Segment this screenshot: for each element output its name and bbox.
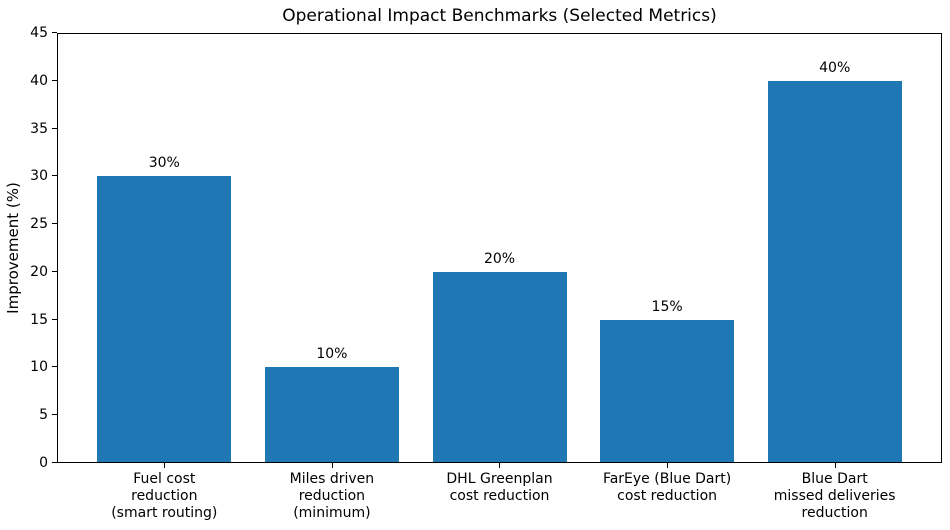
y-tick-mark: [52, 271, 57, 272]
y-tick-mark: [52, 414, 57, 415]
bar-0: [97, 176, 232, 463]
y-tick-label: 15: [30, 312, 48, 328]
y-tick-mark: [52, 462, 57, 463]
y-tick-label: 5: [39, 407, 48, 423]
x-category-label: FarEye (Blue Dart) cost reduction: [602, 471, 732, 504]
y-tick-label: 30: [30, 168, 48, 184]
x-tick-mark: [835, 463, 836, 468]
bar-4: [767, 80, 902, 463]
chart-title: Operational Impact Benchmarks (Selected …: [282, 6, 717, 26]
y-tick-mark: [52, 223, 57, 224]
y-tick-mark: [52, 80, 57, 81]
y-tick-label: 45: [30, 25, 48, 41]
bar-value-label: 30%: [148, 155, 180, 172]
y-tick-label: 20: [30, 264, 48, 280]
bar-1: [264, 367, 399, 463]
x-category-label: Miles driven reduction (minimum): [289, 471, 375, 521]
x-tick-mark: [667, 463, 668, 468]
y-tick-mark: [52, 319, 57, 320]
y-tick-mark: [52, 128, 57, 129]
bar-value-label: 15%: [651, 298, 683, 315]
bar-2: [432, 271, 567, 463]
y-tick-label: 40: [30, 73, 48, 89]
x-tick-mark: [332, 463, 333, 468]
bar-value-label: 10%: [316, 346, 348, 363]
bar-value-label: 20%: [483, 250, 516, 267]
y-tick-mark: [52, 32, 57, 33]
bar-value-label: 40%: [819, 59, 851, 76]
plot-area: [57, 33, 942, 463]
y-tick-label: 25: [30, 216, 48, 232]
x-category-label: Fuel cost reduction (smart routing): [111, 471, 218, 521]
y-tick-mark: [52, 175, 57, 176]
bar-3: [600, 319, 735, 463]
y-axis-label: Improvement (%): [4, 182, 22, 314]
x-category-label: Blue Dart missed deliveries reduction: [773, 471, 896, 521]
y-tick-label: 0: [39, 455, 48, 471]
x-tick-mark: [164, 463, 165, 468]
x-category-label: DHL Greenplan cost reduction: [446, 471, 553, 504]
y-tick-mark: [52, 366, 57, 367]
y-tick-label: 10: [30, 359, 48, 375]
y-tick-label: 35: [30, 121, 48, 137]
x-tick-mark: [499, 463, 500, 468]
